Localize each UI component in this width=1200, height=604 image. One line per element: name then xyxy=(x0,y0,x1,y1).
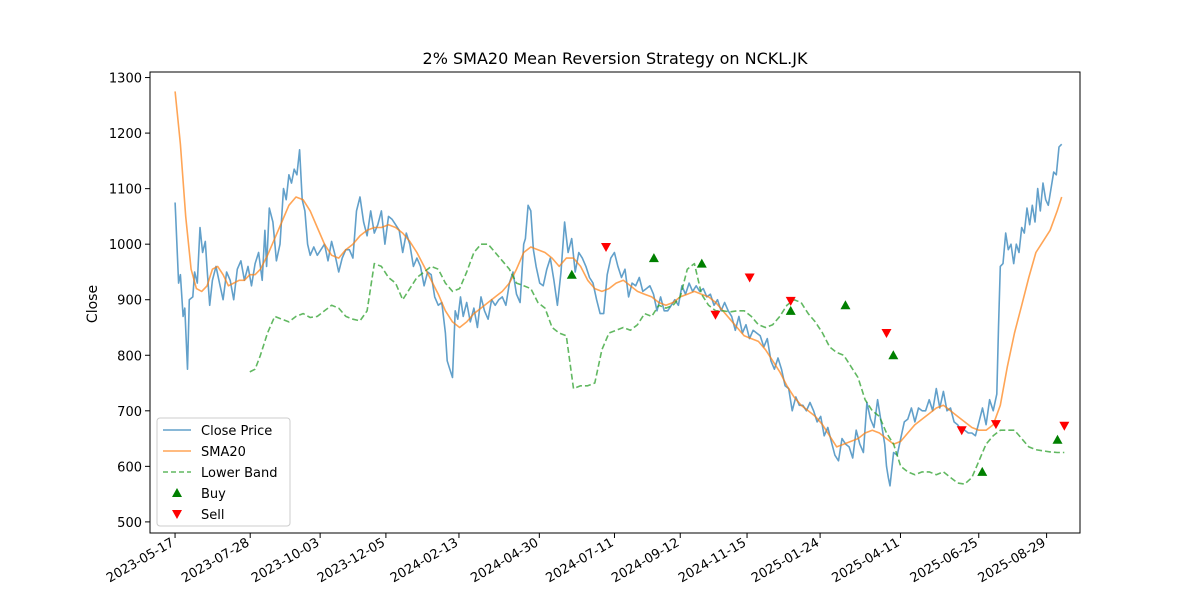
x-tick-label: 2025-06-25 xyxy=(908,535,981,586)
buy-marker xyxy=(648,253,659,263)
legend-label: SMA20 xyxy=(201,445,246,460)
y-axis-label: Close xyxy=(85,285,101,323)
x-tick-label: 2024-11-15 xyxy=(676,535,749,586)
sell-marker xyxy=(956,426,967,436)
x-tick-label: 2024-09-12 xyxy=(609,535,682,586)
buy-marker xyxy=(977,466,988,476)
sell-marker xyxy=(601,242,612,252)
y-tick-label: 700 xyxy=(117,405,142,420)
legend-label: Close Price xyxy=(201,424,272,439)
buy-marker xyxy=(785,305,796,315)
legend: Close Price SMA20 Lower Band Buy Sell xyxy=(156,417,291,527)
x-tick-label: 2024-07-11 xyxy=(544,535,617,586)
sell-marker xyxy=(881,329,892,339)
buy-marker xyxy=(1052,434,1063,444)
legend-label: Sell xyxy=(201,508,224,523)
plot-area xyxy=(174,91,1070,487)
x-tick-label: 2023-05-17 xyxy=(104,535,177,586)
legend-label: Lower Band xyxy=(201,466,277,481)
x-tick-label: 2023-10-03 xyxy=(249,535,322,586)
y-tick-label: 1100 xyxy=(109,183,142,198)
sell-marker xyxy=(785,296,796,306)
legend-label: Buy xyxy=(201,487,226,502)
y-tick-label: 1000 xyxy=(109,238,142,253)
x-tick-label: 2023-12-05 xyxy=(315,535,388,586)
x-tick-label: 2025-08-29 xyxy=(976,535,1049,586)
buy-marker xyxy=(840,300,851,310)
x-tick-label: 2025-04-11 xyxy=(830,535,903,586)
buy-marker xyxy=(888,350,899,360)
y-tick-label: 800 xyxy=(117,349,142,364)
series-line-lower-band xyxy=(249,243,1065,485)
sell-marker xyxy=(744,273,755,283)
y-tick-label: 600 xyxy=(117,460,142,475)
x-tick-label: 2025-01-24 xyxy=(749,535,822,586)
series-line-close-price xyxy=(174,143,1063,487)
x-tick-label: 2024-02-13 xyxy=(388,535,461,586)
sell-marker xyxy=(990,420,1001,430)
y-tick-label: 1200 xyxy=(109,127,142,142)
y-tick-label: 1300 xyxy=(109,72,142,87)
legend-swatch xyxy=(172,510,182,519)
chart-title: 2% SMA20 Mean Reversion Strategy on NCKL… xyxy=(423,49,808,68)
y-tick-label: 500 xyxy=(117,516,142,531)
x-tick-label: 2024-04-30 xyxy=(468,535,541,586)
sell-marker xyxy=(710,310,721,320)
series-line-sma20 xyxy=(174,91,1063,448)
x-tick-label: 2023-07-28 xyxy=(179,535,252,586)
plot-frame xyxy=(149,71,1081,534)
buy-marker xyxy=(696,258,707,268)
y-tick-label: 900 xyxy=(117,294,142,309)
buy-marker xyxy=(566,269,577,279)
legend-swatch xyxy=(172,488,182,497)
legend-box xyxy=(156,417,291,527)
sell-marker xyxy=(1059,421,1070,431)
